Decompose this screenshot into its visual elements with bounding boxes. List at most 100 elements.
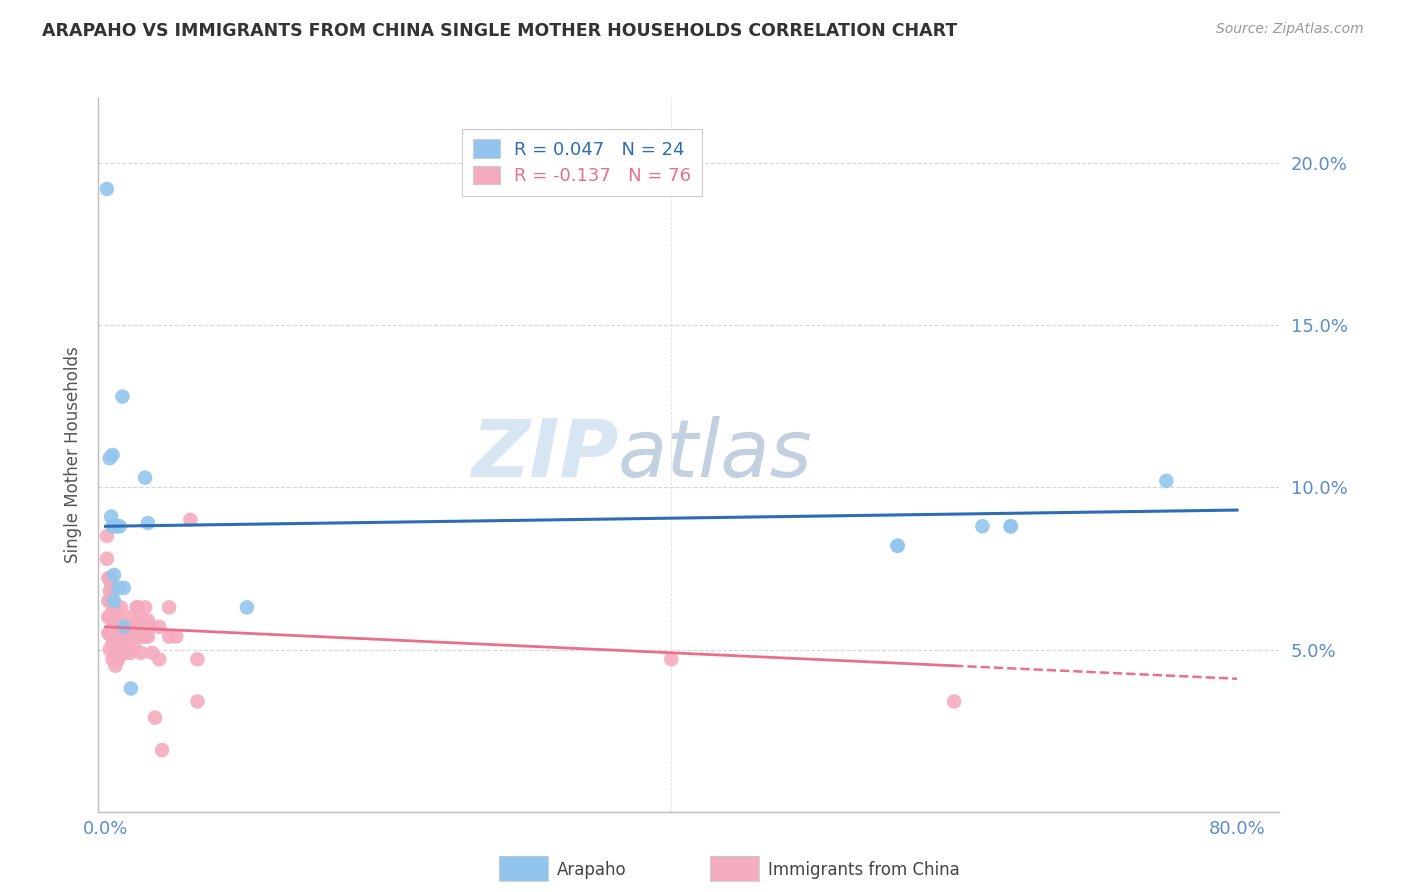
Point [112,620,135,634]
Point [101,604,124,618]
Text: ARAPAHO VS IMMIGRANTS FROM CHINA SINGLE MOTHER HOUSEHOLDS CORRELATION CHART: ARAPAHO VS IMMIGRANTS FROM CHINA SINGLE … [42,22,957,40]
Point [886,539,908,553]
Y-axis label: Single Mother Households: Single Mother Households [65,347,83,563]
Point [117,610,139,624]
Point [98,626,121,640]
Point [96,529,118,543]
Point [134,470,156,484]
Point [98,642,121,657]
Point [96,182,118,196]
Point [129,610,152,624]
Point [103,594,125,608]
Text: Arapaho: Arapaho [557,861,627,879]
Point [120,646,142,660]
Point [112,581,135,595]
Point [105,610,128,624]
Point [115,630,138,644]
Point [1156,474,1178,488]
Point [134,630,156,644]
Point [886,539,908,553]
Point [100,509,122,524]
Point [125,616,148,631]
Point [659,652,682,666]
Point [136,613,159,627]
Point [104,642,127,657]
Point [103,568,125,582]
Point [108,519,131,533]
Point [134,600,156,615]
Point [122,640,145,654]
Point [104,519,127,533]
Point [972,519,994,533]
Point [98,571,121,585]
Point [107,581,129,595]
Point [111,620,134,634]
Point [104,658,127,673]
Point [97,626,120,640]
Point [157,600,180,615]
Point [110,616,132,631]
Point [120,630,142,644]
Point [101,620,124,634]
Point [143,711,166,725]
Point [129,630,152,644]
Point [139,620,162,634]
Point [1000,519,1022,533]
Point [97,594,120,608]
Point [104,626,127,640]
Point [101,448,124,462]
Point [100,577,122,591]
Point [125,600,148,615]
Point [104,610,127,624]
Point [97,571,120,585]
Point [100,610,122,624]
Point [114,640,136,654]
Point [100,626,122,640]
Point [100,594,122,608]
Point [127,620,149,634]
Point [1000,519,1022,533]
Point [103,616,125,631]
Point [186,694,208,708]
Point [108,620,131,634]
Point [129,646,152,660]
Point [148,652,170,666]
Point [103,632,125,647]
Point [108,648,131,663]
Point [148,620,170,634]
Point [96,551,118,566]
Point [98,451,121,466]
Point [236,600,259,615]
Point [127,600,149,615]
Point [111,636,134,650]
Point [122,620,145,634]
Point [101,652,124,666]
Text: atlas: atlas [619,416,813,494]
Point [141,646,163,660]
Point [186,652,208,666]
Point [101,519,124,533]
Point [105,519,128,533]
Point [136,630,159,644]
Point [150,743,173,757]
Point [943,694,966,708]
Point [110,600,132,615]
Point [165,630,187,644]
Text: ZIP: ZIP [471,416,619,494]
Point [136,516,159,530]
Point [107,652,129,666]
Legend: R = 0.047   N = 24, R = -0.137   N = 76: R = 0.047 N = 24, R = -0.137 N = 76 [461,128,702,196]
Point [114,620,136,634]
Point [120,681,142,696]
Text: Immigrants from China: Immigrants from China [768,861,959,879]
Point [98,594,121,608]
Point [117,640,139,654]
Point [111,390,134,404]
Point [97,610,120,624]
Point [112,630,135,644]
Point [98,584,121,599]
Point [105,646,128,660]
Text: Source: ZipAtlas.com: Source: ZipAtlas.com [1216,22,1364,37]
Point [107,626,129,640]
Point [101,584,124,599]
